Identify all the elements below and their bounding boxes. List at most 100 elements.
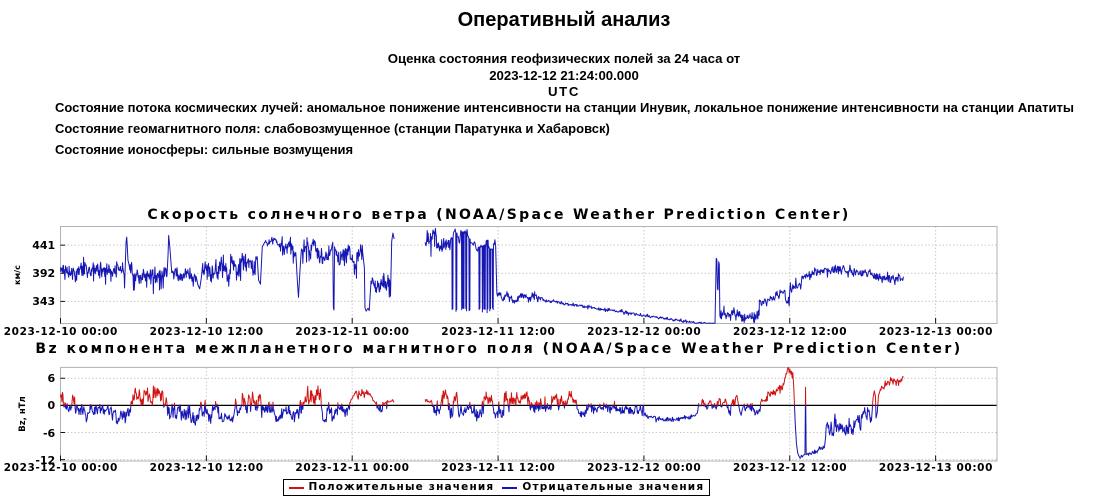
bz-component-negative-line [544, 405, 548, 412]
bz-component-positive-line [713, 402, 716, 406]
bz-component-positive-line [469, 401, 471, 406]
chart1-x-tick-label: 2023-12-10 00:00 [3, 326, 118, 339]
chart2-y-tick-label: -6 [42, 426, 56, 440]
chart2-y-tick-label: 6 [47, 372, 56, 386]
bz-component-negative-line [270, 405, 274, 413]
chart1-y-tick-label: 392 [32, 267, 56, 281]
positive-series-line-swatch [288, 486, 304, 489]
bz-component-positive-line [386, 399, 395, 406]
bz-component-negative-line [793, 405, 806, 459]
bz-component-positive-line [515, 391, 531, 406]
bz-component-positive-line [721, 398, 728, 406]
bz-component-negative-line [244, 405, 249, 414]
chart2-x-tick-label: 2023-12-12 12:00 [732, 461, 848, 474]
bz-component-negative-line [249, 405, 252, 412]
bz-component-negative-line [704, 405, 707, 408]
bz-component-negative-line [543, 405, 546, 409]
bz-component-negative-line [301, 405, 304, 410]
bz-component-negative-line [81, 405, 91, 423]
bz-component-positive-line [424, 399, 433, 406]
bz-component-negative-line [750, 405, 753, 412]
bz-component-positive-line [436, 400, 438, 406]
status-ionosphere: Состояние ионосферы: сильные возмущения [55, 141, 354, 157]
bz-component-positive-line [613, 400, 616, 406]
bz-component-positive-line [204, 399, 206, 406]
bz-component-negative-line [64, 405, 67, 409]
bz-component-negative-line [174, 405, 181, 420]
bz-component-negative-line [63, 405, 65, 408]
bz-component-negative-line [603, 405, 607, 409]
bz-component-negative-line [449, 405, 454, 419]
bz-component-positive-line [247, 394, 251, 406]
bz-component-negative-line [720, 405, 723, 408]
bz-component-positive-line [382, 401, 387, 406]
report-subtitle: Оценка состояния геофизических полей за … [387, 51, 741, 66]
chart2-x-tick-label: 2023-12-10 00:00 [3, 461, 118, 474]
bz-component-negative-line [437, 405, 442, 415]
bz-component-positive-line [214, 400, 217, 406]
bz-component-positive-line [255, 399, 258, 406]
bz-component-negative-line [606, 405, 613, 414]
bz-component-positive-line [550, 393, 559, 406]
bz-component-negative-line [705, 405, 709, 410]
bz-component-negative-line [260, 405, 269, 418]
bz-component-positive-line [539, 398, 542, 406]
bz-component-negative-line [215, 405, 218, 408]
bz-component-positive-line [508, 392, 517, 406]
bz-component-negative-line [179, 405, 191, 421]
bz-component-negative-line [599, 405, 605, 411]
bz-component-positive-line [481, 400, 484, 406]
chart2-x-tick-label: 2023-12-11 00:00 [295, 461, 410, 474]
bz-component-negative-line [216, 405, 236, 423]
chart1-x-tick-label: 2023-12-12 12:00 [732, 326, 848, 339]
chart2-x-tick-label: 2023-12-10 12:00 [149, 461, 264, 474]
bz-component-positive-line [503, 390, 509, 406]
bz-component-positive-line [700, 398, 705, 406]
bz-component-negative-line [376, 405, 381, 412]
bz-component-positive-line [452, 391, 459, 406]
bz-component-negative-line [738, 405, 745, 416]
bz-component-negative-line [875, 405, 879, 419]
bz-component-positive-line [544, 396, 546, 406]
bz-component-positive-line [241, 392, 245, 406]
legend-item-negative: Отрицательные значения [502, 480, 704, 495]
chart1-y-tick-label: 343 [32, 295, 56, 309]
bz-component-negative-line [460, 404, 471, 416]
bz-component-positive-line [703, 402, 706, 406]
bz-component-positive-line [603, 402, 605, 406]
bz-component-negative-line [69, 405, 73, 411]
bz-component-positive-line [440, 389, 449, 406]
bz-component-negative-line [492, 405, 500, 419]
status-geomagnetic-field: Состояние геомагнитного поля: слабовозму… [55, 120, 610, 136]
bz-component-positive-line [349, 388, 378, 406]
chart2-x-tick-label: 2023-12-13 00:00 [878, 461, 993, 474]
bz-component-negative-line [714, 405, 718, 410]
bz-component-negative-line [328, 405, 339, 422]
bz-component-negative-line [320, 405, 329, 423]
bz-component-positive-line [267, 401, 270, 406]
chart1-x-tick-label: 2023-12-11 12:00 [441, 326, 556, 339]
bz-component-positive-line [697, 402, 700, 406]
bz-component-positive-line [538, 402, 541, 406]
bz-component-positive-line [759, 367, 795, 406]
bz-component-negative-line [726, 405, 732, 416]
bz-component-positive-line [712, 403, 714, 406]
bz-component-negative-line [612, 405, 615, 409]
bz-component-negative-line [457, 405, 462, 418]
bz-component-negative-line [300, 405, 303, 414]
bz-component-negative-line [256, 405, 259, 412]
bz-component-negative-line [711, 405, 714, 409]
legend-label-negative: Отрицательные значения [522, 481, 705, 493]
bz-component-negative-line [642, 405, 699, 423]
bz-component-positive-line [535, 400, 538, 406]
bz-component-negative-line [379, 405, 384, 413]
bz-component-negative-line [341, 405, 351, 418]
bz-component-positive-line [60, 391, 65, 406]
bz-component-negative-line [166, 405, 173, 420]
chart1-title: Скорость солнечного ветра (NOAA/Space We… [147, 206, 851, 223]
bz-component-negative-line [204, 405, 214, 424]
negative-series-line-swatch [502, 486, 518, 489]
bz-component-negative-line [212, 405, 216, 412]
bz-component-negative-line [540, 405, 545, 410]
